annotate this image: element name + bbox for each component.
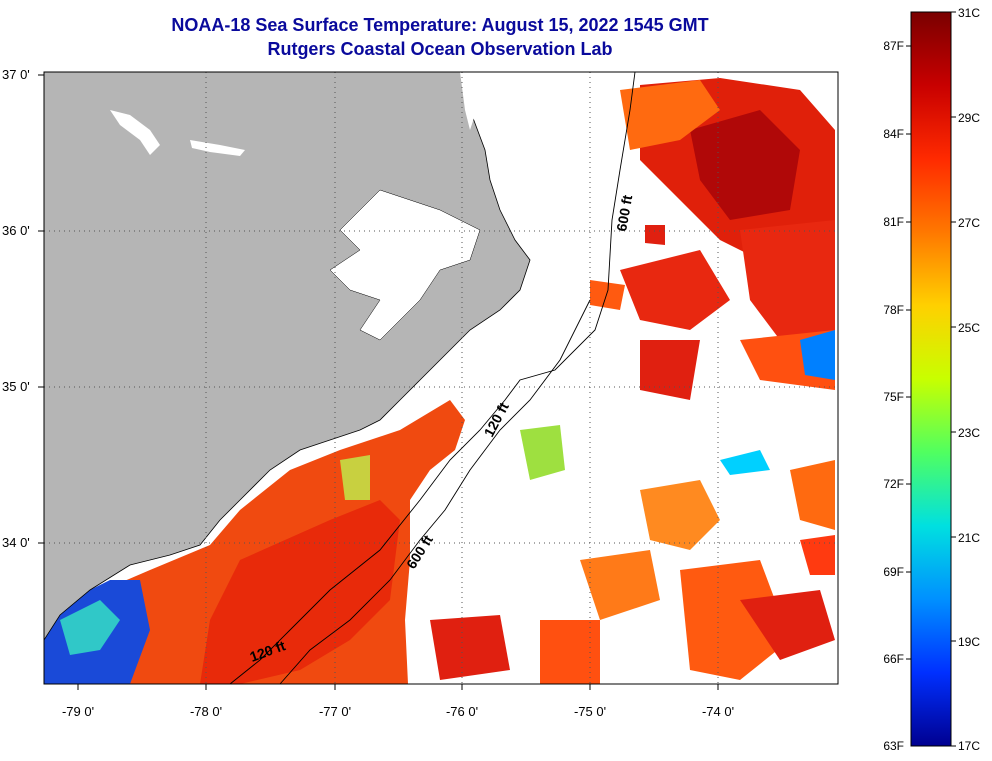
lon-label: -74 0' — [702, 704, 734, 719]
lat-label: 36 0' — [2, 223, 30, 238]
colorbar-celsius-label: 29C — [958, 111, 980, 125]
colorbar-fahrenheit-label: 69F — [883, 565, 904, 579]
colorbar-celsius-label: 19C — [958, 635, 980, 649]
colorbar-fahrenheit-label: 66F — [883, 652, 904, 666]
lat-label: 34 0' — [2, 535, 30, 550]
map-subtitle: Rutgers Coastal Ocean Observation Lab — [267, 39, 613, 59]
lon-label: -78 0' — [190, 704, 222, 719]
sst-warm-patches — [430, 78, 835, 684]
sst-core — [200, 500, 400, 684]
colorbar-fahrenheit-label: 78F — [883, 303, 904, 317]
pamlico-sound — [329, 189, 481, 341]
lat-label: 37 0' — [2, 67, 30, 82]
map-frame — [43, 71, 839, 685]
lon-label: -75 0' — [574, 704, 606, 719]
lake — [110, 110, 160, 155]
colorbar — [910, 11, 952, 747]
colorbar-fahrenheit-label: 75F — [883, 390, 904, 404]
isobaths — [229, 71, 636, 685]
colorbar-celsius-label: 17C — [958, 739, 980, 753]
colorbar-fahrenheit-label: 63F — [883, 739, 904, 753]
graticule — [44, 72, 838, 684]
colorbar-celsius-label: 21C — [958, 531, 980, 545]
contour-label-600ft-north: 600 ft — [613, 193, 635, 232]
colorbar-celsius-label: 31C — [958, 6, 980, 20]
colorbar-fahrenheit-label: 87F — [883, 39, 904, 53]
colorbar-fahrenheit-label: 72F — [883, 477, 904, 491]
lat-label: 35 0' — [2, 379, 30, 394]
colorbar-celsius-label: 27C — [958, 216, 980, 230]
colorbar-celsius-label: 25C — [958, 321, 980, 335]
colorbar-fahrenheit-label: 81F — [883, 215, 904, 229]
lon-label: -79 0' — [62, 704, 94, 719]
axis-ticks — [38, 74, 719, 690]
map-title: NOAA-18 Sea Surface Temperature: August … — [171, 15, 709, 35]
lon-label: -77 0' — [319, 704, 351, 719]
lon-label: -76 0' — [446, 704, 478, 719]
colorbar-ticks — [906, 11, 956, 747]
colorbar-fahrenheit-label: 84F — [883, 127, 904, 141]
colorbar-celsius-label: 23C — [958, 426, 980, 440]
